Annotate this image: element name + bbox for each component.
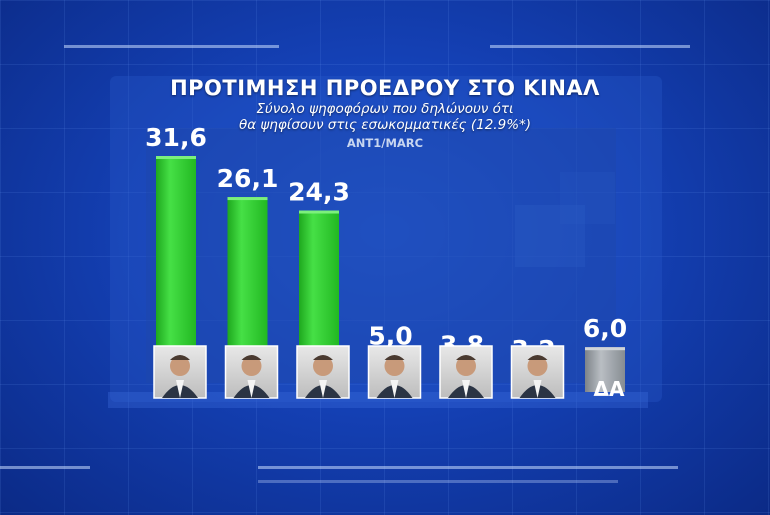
decor-line-bottom bbox=[258, 466, 678, 469]
bar-value-label-1: 31,6 bbox=[145, 123, 207, 152]
decor-line-bottom-left bbox=[0, 466, 90, 469]
candidate-photo-3 bbox=[296, 345, 350, 399]
candidate-photo-4 bbox=[367, 345, 422, 399]
decor-line-top-left bbox=[64, 45, 279, 48]
chart-source: ANT1/MARC bbox=[346, 136, 424, 150]
decor-square bbox=[515, 205, 585, 267]
bar-7 bbox=[585, 347, 625, 392]
decor-line-bottom-2 bbox=[258, 480, 618, 483]
candidate-photo-5 bbox=[439, 345, 493, 399]
chart-subtitle-line2: θα ψηφίσουν στις εσωκομματικές (12.9%*) bbox=[238, 117, 532, 133]
bar-top-highlight-3 bbox=[299, 210, 339, 214]
chart-title: ΠΡΟΤΙΜΗΣΗ ΠΡΟΕΔΡΟΥ ΣΤΟ ΚΙΝΑΛ bbox=[170, 76, 600, 100]
decor-square-2 bbox=[560, 172, 615, 224]
chart-panel-inner bbox=[146, 128, 616, 383]
candidate-photo-2 bbox=[224, 345, 279, 399]
bar-value-label-7: 6,0 bbox=[583, 314, 627, 343]
category-label-7: ΔΑ bbox=[594, 377, 625, 401]
chart-subtitle-line1: Σύνολο ψηφοφόρων που δηλώνουν ότι bbox=[256, 101, 514, 117]
bar-value-label-2: 26,1 bbox=[217, 164, 279, 193]
bar-top-highlight-1 bbox=[156, 156, 196, 159]
decor-line-top-right bbox=[490, 45, 690, 48]
candidate-photo-1 bbox=[153, 345, 207, 399]
candidate-photo-6 bbox=[510, 345, 565, 399]
bar-top-highlight-7 bbox=[585, 347, 625, 351]
bar-top-highlight-2 bbox=[227, 197, 268, 201]
bar-value-label-3: 24,3 bbox=[288, 178, 350, 207]
